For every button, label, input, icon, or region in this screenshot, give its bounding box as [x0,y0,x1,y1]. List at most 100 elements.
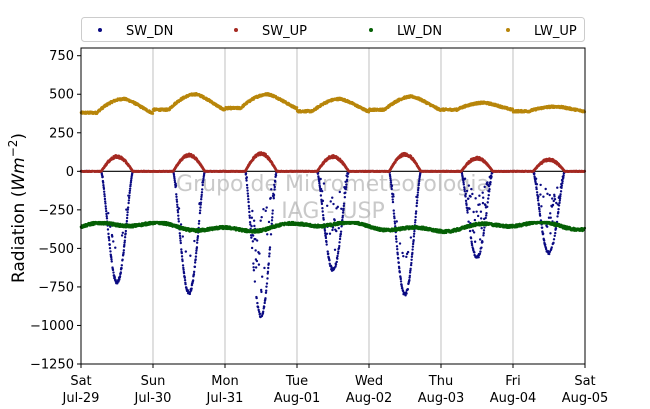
data-point [274,174,278,177]
data-point [483,226,486,229]
data-point [322,182,326,185]
data-point [464,192,467,196]
data-point [541,232,545,235]
data-point [542,195,545,198]
data-point [108,239,111,242]
data-point [109,225,112,228]
data-point [128,187,132,190]
data-point [126,211,129,214]
legend-item-lw-up: LW_UP [506,24,577,39]
data-point [471,192,474,196]
data-point [415,204,418,208]
data-point [263,266,266,270]
data-point [535,183,539,186]
data-point [488,190,491,193]
data-point [113,276,116,279]
data-point [553,195,556,198]
data-point [112,271,115,274]
data-point [254,266,258,269]
data-point [533,172,536,175]
data-point [272,197,275,200]
data-point [123,241,126,244]
data-point [256,306,260,309]
data-point [334,263,338,266]
data-point [262,310,265,313]
data-point [405,252,409,256]
data-point [339,232,343,236]
data-point [102,187,106,191]
data-point [122,251,125,254]
data-point [183,278,187,282]
data-point [247,197,250,201]
data-point [194,251,198,255]
data-point [319,189,322,193]
data-point [487,185,491,188]
data-point [257,308,260,312]
data-point [534,177,538,180]
data-point [264,297,267,300]
data-point [480,226,483,230]
data-point [195,246,199,249]
data-point [414,218,417,222]
data-point [104,205,107,208]
data-point [486,201,489,204]
data-point [559,190,563,193]
data-point [194,258,197,261]
data-point [124,229,128,233]
data-point [416,193,419,197]
data-point [177,217,180,221]
data-point [478,238,482,241]
data-point [552,241,555,245]
data-point [415,201,419,205]
legend-label: LW_UP [534,24,577,39]
data-point [262,208,265,211]
data-point [417,186,420,190]
data-point [342,204,346,208]
data-point [482,229,486,232]
data-point [331,226,335,229]
data-point [260,290,263,294]
data-point [272,193,276,197]
data-point [120,264,124,267]
data-point [560,186,563,190]
data-point [107,211,110,215]
data-point [104,202,107,205]
data-point [552,199,555,203]
data-point [414,215,417,219]
data-point [114,246,117,249]
data-point [103,197,107,201]
data-point [483,185,486,189]
data-point [339,230,343,233]
data-point [333,248,337,251]
data-point [558,199,561,202]
data-point [265,206,268,209]
data-point [181,264,185,267]
data-point [273,188,276,191]
data-point [556,186,559,189]
data-point [129,181,133,184]
data-point [549,232,552,235]
data-point [327,252,330,255]
data-point [105,209,108,213]
data-point [121,231,125,234]
data-point [392,193,395,196]
data-point [338,237,342,241]
data-point [409,236,413,239]
data-point [319,194,323,197]
data-point [121,258,124,261]
data-point [479,210,483,213]
data-point [412,232,416,235]
data-point [179,237,182,240]
data-point [321,199,325,203]
data-point [558,197,562,200]
data-point [470,240,473,243]
data-point [331,228,334,232]
data-point [196,238,199,242]
data-point [486,181,489,184]
data-point [475,210,478,213]
data-point [337,246,341,250]
data-point [256,301,259,305]
data-point [259,288,263,292]
data-point [336,254,339,258]
